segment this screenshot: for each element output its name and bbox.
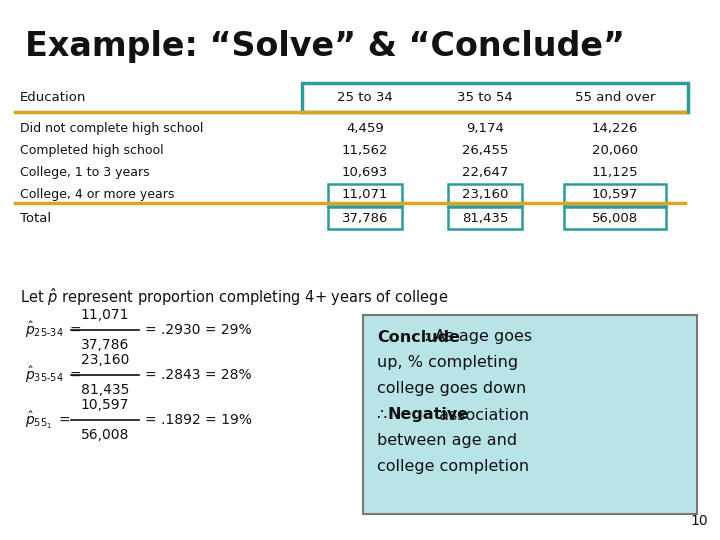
Text: 4,459: 4,459 — [346, 122, 384, 135]
FancyBboxPatch shape — [564, 207, 666, 230]
Text: 14,226: 14,226 — [592, 122, 638, 135]
Text: Conclude: Conclude — [377, 329, 460, 345]
Text: 10,693: 10,693 — [342, 166, 388, 179]
FancyBboxPatch shape — [448, 207, 522, 230]
FancyBboxPatch shape — [328, 184, 402, 206]
Text: = .1892 = 19%: = .1892 = 19% — [145, 413, 252, 427]
Text: ∴: ∴ — [377, 408, 392, 422]
Text: 23,160: 23,160 — [81, 353, 129, 367]
Text: up, % completing: up, % completing — [377, 355, 518, 370]
Text: $\hat{p}_{35\text{-}54}$ $=$: $\hat{p}_{35\text{-}54}$ $=$ — [25, 365, 82, 385]
Text: 35 to 54: 35 to 54 — [457, 91, 513, 104]
Text: 56,008: 56,008 — [592, 212, 638, 225]
Text: Education: Education — [20, 91, 86, 104]
Text: $\hat{p}_{25\text{-}34}$ $=$: $\hat{p}_{25\text{-}34}$ $=$ — [25, 320, 82, 340]
Text: 56,008: 56,008 — [81, 428, 129, 442]
Text: = .2843 = 28%: = .2843 = 28% — [145, 368, 251, 382]
Text: 11,071: 11,071 — [342, 188, 388, 201]
Text: 37,786: 37,786 — [342, 212, 388, 225]
Text: 55 and over: 55 and over — [575, 91, 655, 104]
Text: College, 1 to 3 years: College, 1 to 3 years — [20, 166, 150, 179]
Text: between age and: between age and — [377, 434, 517, 449]
Text: college goes down: college goes down — [377, 381, 526, 396]
Text: Total: Total — [20, 212, 51, 225]
Text: Completed high school: Completed high school — [20, 144, 163, 157]
Text: 26,455: 26,455 — [462, 144, 508, 157]
Text: Let $\hat{p}$ represent proportion completing 4+ years of college: Let $\hat{p}$ represent proportion compl… — [20, 286, 449, 308]
Text: Did not complete high school: Did not complete high school — [20, 122, 203, 135]
FancyBboxPatch shape — [564, 184, 666, 206]
Text: 81,435: 81,435 — [462, 212, 508, 225]
Text: : As age goes: : As age goes — [424, 329, 532, 345]
Text: college completion: college completion — [377, 460, 529, 475]
FancyBboxPatch shape — [302, 83, 688, 112]
Text: College, 4 or more years: College, 4 or more years — [20, 188, 174, 201]
FancyBboxPatch shape — [448, 184, 522, 206]
Text: = .2930 = 29%: = .2930 = 29% — [145, 323, 251, 337]
Text: Negative: Negative — [387, 408, 469, 422]
Text: 81,435: 81,435 — [81, 383, 129, 397]
Text: 20,060: 20,060 — [592, 144, 638, 157]
Text: association: association — [434, 408, 529, 422]
Text: $\hat{p}_{55_{1}}$ $=$: $\hat{p}_{55_{1}}$ $=$ — [25, 409, 71, 431]
FancyBboxPatch shape — [328, 207, 402, 230]
Text: 11,071: 11,071 — [81, 308, 130, 322]
Text: 10: 10 — [690, 514, 708, 528]
Text: 10,597: 10,597 — [81, 398, 129, 412]
Text: 10,597: 10,597 — [592, 188, 638, 201]
FancyBboxPatch shape — [363, 315, 697, 514]
Text: 37,786: 37,786 — [81, 338, 129, 352]
Text: 25 to 34: 25 to 34 — [337, 91, 393, 104]
Text: 22,647: 22,647 — [462, 166, 508, 179]
Text: 9,174: 9,174 — [466, 122, 504, 135]
Text: 11,562: 11,562 — [342, 144, 388, 157]
Text: Example: “Solve” & “Conclude”: Example: “Solve” & “Conclude” — [25, 30, 625, 63]
Text: 11,125: 11,125 — [592, 166, 639, 179]
Text: 23,160: 23,160 — [462, 188, 508, 201]
